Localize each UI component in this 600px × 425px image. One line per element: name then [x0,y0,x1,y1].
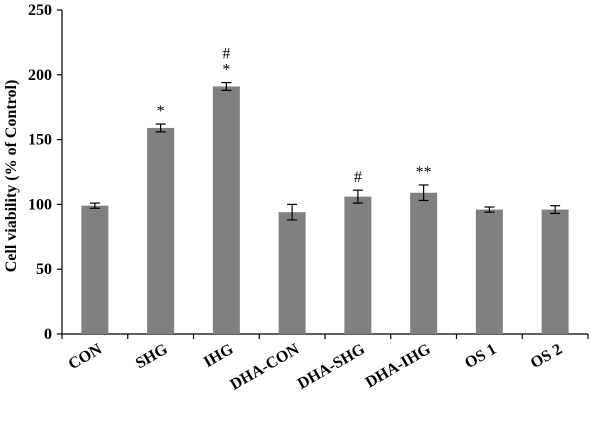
error-bars [89,81,561,221]
error-bar [550,205,561,215]
category-label: OS 1 [462,341,499,372]
y-axis-label: Cell viability (% of Control) [3,80,20,273]
category-label: SHG [133,340,171,372]
significance-mark: # [354,169,362,186]
bar-os-1 [475,209,503,334]
category-label: DHA-IHG [363,340,434,391]
bar-dha-shg [344,196,372,334]
bar-dha-con [278,212,306,334]
category-label: CON [66,341,106,374]
y-tick-label: 0 [44,326,52,343]
y-tick-label: 150 [28,132,52,149]
bar-shg [147,127,175,334]
error-bar [352,189,363,204]
category-label: OS 2 [528,341,565,372]
significance-mark: # [222,46,230,63]
error-bar [287,203,298,221]
category-label: IHG [201,340,237,371]
error-bar [418,184,429,202]
bar-dha-ihg [410,192,438,334]
category-label: DHA-CON [227,341,302,394]
error-bar [221,81,232,91]
y-tick-label: 50 [36,261,52,278]
y-tick-labels: 0 50 100 150 200 250 [28,2,52,343]
error-bar [89,202,100,209]
bar-ihg [212,86,240,335]
significance-mark: * [222,62,230,79]
axes [57,9,589,339]
bars [81,86,569,335]
significance-mark: * [157,103,165,120]
error-bar [484,206,495,213]
y-tick-label: 200 [28,67,52,84]
y-axis-label-group: Cell viability (% of Control) [3,80,20,273]
category-label: DHA-SHG [295,340,369,392]
y-tick-label: 250 [28,2,52,19]
bar-con [81,205,109,334]
bar-os-2 [541,209,569,334]
error-bar [155,123,166,133]
significance-annotations: *#*# ** [157,46,432,187]
y-tick-label: 100 [28,196,52,213]
significance-mark: ** [416,164,432,181]
